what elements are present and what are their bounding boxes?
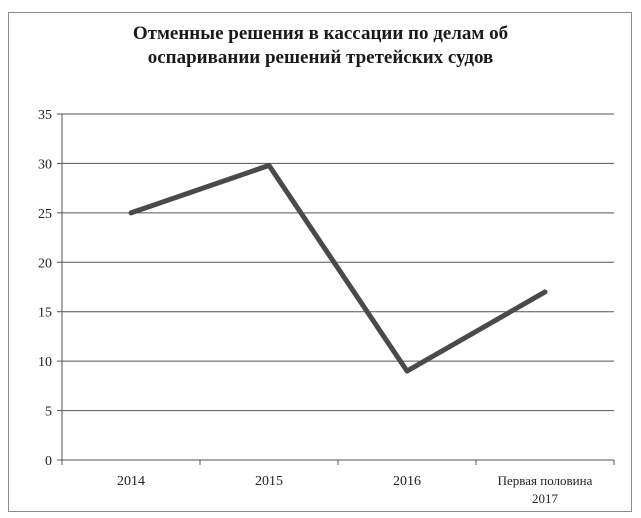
y-tick-label: 30 (38, 157, 52, 172)
x-tick-label: 2014 (117, 474, 145, 489)
y-tick-label: 10 (38, 355, 52, 370)
x-tick-label: 2016 (393, 474, 421, 489)
y-tick-label: 5 (45, 405, 52, 420)
y-tick-label: 15 (38, 306, 52, 321)
series-line (128, 162, 548, 374)
y-tick-label: 20 (38, 256, 52, 271)
y-tick-label: 25 (38, 207, 52, 222)
y-tick-labels: 0 5 10 15 20 25 30 35 (38, 108, 52, 469)
chart-title-line-2: оспаривании решений третейских судов (147, 47, 494, 68)
x-tick-labels: 2014 2015 2016 Первая половина 2017 (117, 473, 593, 506)
x-tick-label: 2015 (255, 474, 283, 489)
x-tick-label: Первая половина 2017 (498, 473, 593, 506)
chart-title: Отменные решения в кассации по делам об … (0, 22, 641, 70)
y-tick-label: 35 (38, 108, 52, 123)
axes (57, 113, 615, 465)
gridlines (62, 113, 614, 412)
chart-title-line-1: Отменные решения в кассации по делам об (132, 23, 509, 44)
y-tick-label: 0 (45, 454, 52, 469)
series (128, 162, 548, 374)
